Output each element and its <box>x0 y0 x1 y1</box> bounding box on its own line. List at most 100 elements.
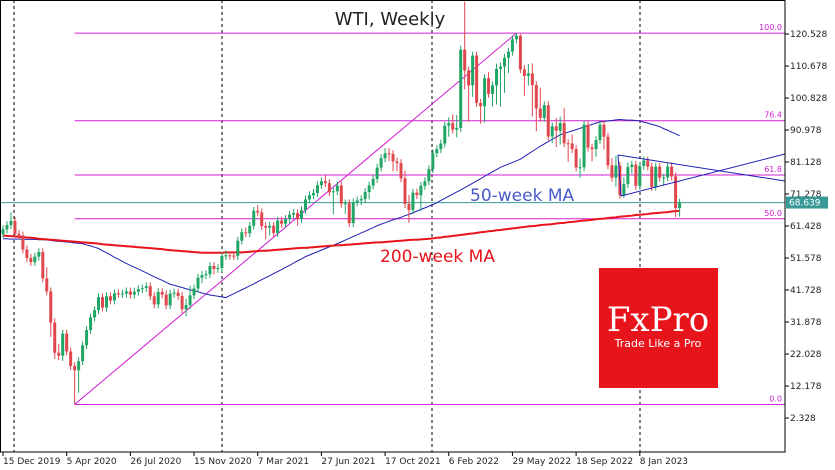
x-tick-label: 15 Dec 2019 <box>3 457 61 467</box>
candle-body <box>21 235 25 250</box>
candle-body <box>339 185 343 204</box>
candle-body <box>590 147 594 150</box>
y-tick-label: 12.178 <box>790 382 822 392</box>
candle-body <box>25 249 29 258</box>
candle-body <box>642 160 646 166</box>
x-tick-label: 26 Jul 2020 <box>130 457 181 467</box>
x-tick-label: 7 Mar 2021 <box>258 457 309 467</box>
candle-body <box>483 78 487 107</box>
y-tick-label: 22.028 <box>790 350 822 360</box>
candle-body <box>343 203 347 205</box>
candle-body <box>319 181 323 186</box>
candle-body <box>407 203 411 211</box>
candle-body <box>140 288 144 290</box>
candle-body <box>188 295 192 306</box>
candle-body <box>37 252 41 257</box>
candle-body <box>307 195 311 200</box>
candle-body <box>558 123 562 131</box>
candle-body <box>447 123 451 126</box>
candle-body <box>526 73 530 76</box>
candle-body <box>674 176 678 209</box>
candle-body <box>351 202 355 224</box>
candle-body <box>69 351 73 367</box>
candle-body <box>502 57 506 67</box>
candle-body <box>475 55 479 103</box>
candle-body <box>666 166 670 178</box>
candle-body <box>443 125 447 144</box>
candle-body <box>534 85 538 109</box>
candle-body <box>514 35 518 40</box>
candle-body <box>268 225 272 228</box>
candle-body <box>323 181 327 184</box>
y-tick-label: 31.878 <box>790 318 822 328</box>
candle-body <box>327 183 331 193</box>
candle-body <box>471 55 475 86</box>
candle-body <box>355 200 359 203</box>
candle-body <box>602 124 606 137</box>
candle-body <box>626 166 630 185</box>
candle-body <box>260 212 264 227</box>
candle-body <box>256 210 260 213</box>
candle-body <box>29 257 33 263</box>
candle-body <box>57 352 61 356</box>
candle-body <box>375 167 379 179</box>
candle-body <box>658 166 662 178</box>
candle-body <box>192 288 196 296</box>
candle-body <box>431 153 435 170</box>
y-tick-label: 41.728 <box>790 286 822 296</box>
candle-body <box>9 220 13 226</box>
candle-body <box>670 166 674 177</box>
ma-label: 50-week MA <box>470 186 575 206</box>
candle-body <box>112 293 116 301</box>
axis-strip <box>0 452 835 470</box>
y-tick-label: 61.428 <box>790 222 822 232</box>
candle-body <box>662 177 666 179</box>
candle-body <box>506 51 510 58</box>
fib-label: 50.0 <box>764 209 782 218</box>
ma-label: 200-week MA <box>380 247 495 267</box>
candle-body <box>510 39 514 52</box>
candle-body <box>284 218 288 224</box>
candle-body <box>678 202 682 209</box>
candle-body <box>570 143 574 150</box>
y-tick-label: 81.128 <box>790 158 822 168</box>
candle-body <box>427 169 431 182</box>
candle-body <box>296 213 300 219</box>
candle-body <box>530 73 534 86</box>
trend-line <box>617 154 622 197</box>
candle-body <box>136 289 140 292</box>
candle-body <box>108 296 112 301</box>
candle-body <box>216 267 220 269</box>
candle-body <box>403 178 407 204</box>
candle-body <box>546 105 550 137</box>
candle-body <box>311 192 315 196</box>
candle-body <box>85 330 89 346</box>
candle-body <box>359 199 363 201</box>
candle-body <box>116 293 120 295</box>
candle-body <box>491 85 495 94</box>
x-tick-label: 29 May 2022 <box>512 457 571 467</box>
candle-body <box>542 105 546 118</box>
candle-body <box>300 210 303 219</box>
candle-body <box>104 296 108 308</box>
axis-strip <box>785 0 835 470</box>
candle-body <box>144 286 148 289</box>
ma-line <box>3 119 680 299</box>
candle-body <box>654 166 658 188</box>
candle-body <box>598 124 602 140</box>
candle-body <box>439 143 443 150</box>
candle-body <box>124 291 128 294</box>
candle-body <box>292 213 296 215</box>
candle-body <box>200 275 204 278</box>
candle-body <box>435 149 439 154</box>
x-tick-label: 6 Feb 2022 <box>449 457 499 467</box>
candle-body <box>634 164 638 186</box>
ma-line <box>2 209 680 254</box>
candle-body <box>455 127 459 130</box>
candle-body <box>236 240 240 256</box>
candle-body <box>13 220 17 234</box>
candle-body <box>1 229 5 234</box>
candle-body <box>228 255 232 257</box>
candle-body <box>467 70 471 86</box>
